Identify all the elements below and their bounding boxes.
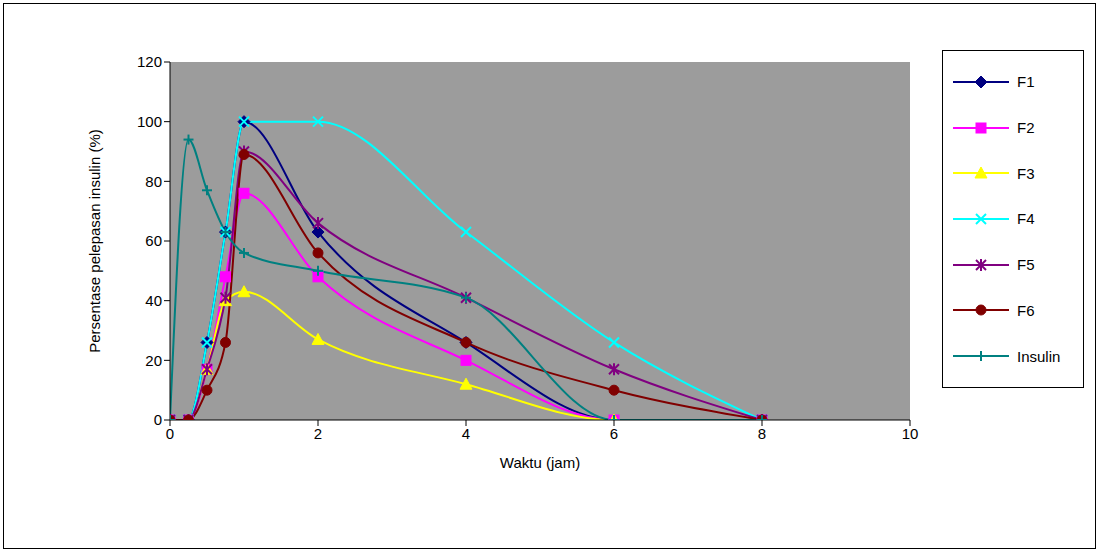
svg-text:10: 10 [902, 425, 919, 442]
html-text:F5: F5 [1017, 256, 1035, 274]
svg-text:20: 20 [145, 352, 162, 369]
svg-text:0: 0 [154, 411, 162, 428]
html-text:F3: F3 [1017, 164, 1035, 182]
svg-text:80: 80 [145, 173, 162, 190]
svg-text:2: 2 [314, 425, 322, 442]
html-text:Insulin: Insulin [1017, 347, 1061, 365]
svg-text:4: 4 [462, 425, 470, 442]
svg-text:120: 120 [137, 53, 162, 70]
svg-text:6: 6 [610, 425, 618, 442]
html-text:F1: F1 [1017, 73, 1035, 91]
svg-text:Persentase pelepasan insulin (: Persentase pelepasan insulin (%) [86, 129, 103, 352]
svg-text:40: 40 [145, 292, 162, 309]
svg-text:Waktu (jam): Waktu (jam) [500, 454, 580, 471]
svg-text:60: 60 [145, 232, 162, 249]
html-text:F6: F6 [1017, 301, 1035, 319]
html-text:F2: F2 [1017, 119, 1035, 136]
svg-text:100: 100 [137, 113, 162, 130]
html-text:F4: F4 [1017, 210, 1035, 228]
svg-text:8: 8 [758, 425, 766, 442]
svg-text:0: 0 [166, 425, 174, 442]
